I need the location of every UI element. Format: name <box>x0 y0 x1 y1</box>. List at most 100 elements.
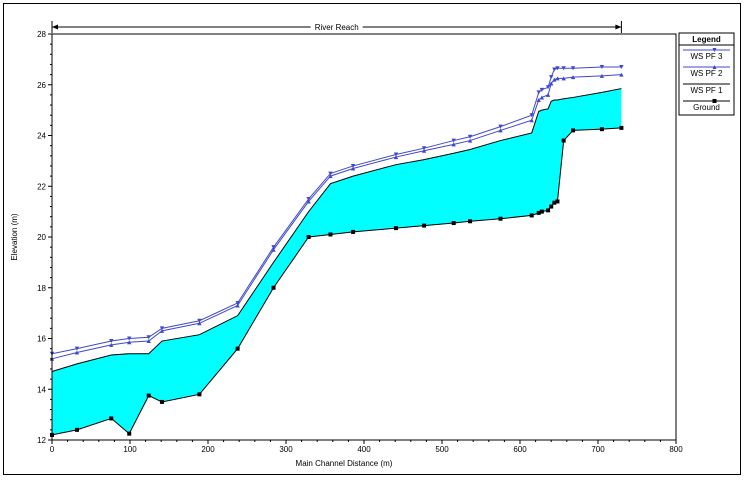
ws-pf2-point <box>393 155 399 160</box>
ws-pf3-line <box>51 66 622 355</box>
x-tick-label: 100 <box>123 445 137 454</box>
ws-pf2-point <box>306 199 311 204</box>
ws-pf2-point <box>328 174 333 179</box>
ws-pf2-point <box>350 166 356 171</box>
ground-point <box>549 204 554 209</box>
ws-pf3-point <box>529 113 534 118</box>
ws-pf2-point <box>451 142 456 147</box>
ws-pf3-point <box>146 335 151 340</box>
ws-pf3-point <box>421 146 427 151</box>
ws-pf2-point <box>549 81 554 86</box>
ground-point <box>599 127 604 132</box>
x-tick-label: 0 <box>50 445 55 454</box>
ws-pf2-point <box>552 77 557 82</box>
y-tick-label: 20 <box>37 233 46 242</box>
ground-point <box>393 226 398 231</box>
ground-point <box>351 229 356 234</box>
ws-pf3-point <box>350 163 356 168</box>
ws-pf3-point <box>498 124 503 129</box>
ground-point <box>571 128 576 133</box>
ws-pf2-point <box>570 75 576 80</box>
y-tick-label: 28 <box>37 30 46 39</box>
ground-point <box>109 416 114 421</box>
y-tick-label: 16 <box>37 335 46 344</box>
ws-pf3-point <box>555 66 560 71</box>
ground-point <box>197 392 202 397</box>
ws-pf3-point <box>545 85 551 90</box>
ws-pf2-point <box>235 303 240 308</box>
ws-pf3-point <box>127 336 132 341</box>
ws-pf2-point <box>536 97 541 102</box>
ws-pf3-point <box>467 134 473 139</box>
y-tick-label: 14 <box>37 385 46 394</box>
y-tick-label: 18 <box>37 284 46 293</box>
x-tick-label: 300 <box>279 445 293 454</box>
ground-point <box>451 221 456 226</box>
ground-point <box>539 209 544 214</box>
ws-pf3-point <box>74 346 80 351</box>
ws-pf3-point <box>328 171 333 176</box>
ground-point <box>422 223 427 228</box>
ws-pf3-point <box>109 339 114 344</box>
ws-pf1-line <box>51 88 622 372</box>
legend-marker <box>712 65 717 69</box>
ground-point <box>561 138 566 143</box>
ground-point <box>146 393 151 398</box>
y-tick-label: 12 <box>37 436 46 445</box>
ws-pf2-point <box>109 342 114 347</box>
ws-pf3-point <box>599 64 605 69</box>
x-tick-label: 600 <box>513 445 527 454</box>
plot-area <box>49 64 624 437</box>
ground-point <box>306 235 311 239</box>
ground-point <box>271 285 276 290</box>
legend-marker <box>712 48 717 52</box>
ws-pf2-point <box>561 76 566 81</box>
x-tick-label: 800 <box>669 445 683 454</box>
ws-pf2-point <box>498 128 503 133</box>
x-tick-label: 700 <box>591 445 605 454</box>
x-tick-label: 400 <box>357 445 371 454</box>
ground-point <box>529 213 534 218</box>
ws-pf3-point <box>549 75 554 80</box>
ws-pf3-point <box>570 66 576 71</box>
ws-pf2-point <box>529 118 534 123</box>
y-tick-label: 22 <box>37 182 46 191</box>
legend-entry-label: WS PF 2 <box>690 69 723 78</box>
ws-pf3-point <box>539 87 545 92</box>
y-tick-label: 26 <box>37 81 46 90</box>
ws-pf2-point <box>271 247 276 252</box>
ws-pf2-line <box>51 74 622 360</box>
ws-pf2-point <box>467 138 473 143</box>
ws-pf2-point <box>197 321 202 326</box>
y-axis-title: Elevation (m) <box>10 213 19 260</box>
legend-title: Legend <box>692 35 721 44</box>
ground-point <box>536 210 541 215</box>
x-axis-title: Main Channel Distance (m) <box>296 459 393 468</box>
ground-point <box>235 346 240 351</box>
ground-point <box>498 216 503 221</box>
legend-entry-label: WS PF 1 <box>690 86 723 95</box>
legend-marker <box>712 99 717 103</box>
ground-point <box>546 208 551 213</box>
ws-pf3-point <box>536 90 541 95</box>
ws-pf2-point <box>159 328 165 333</box>
ws-pf2-point <box>127 340 132 345</box>
ws-pf3-point <box>271 245 276 250</box>
axes: 0 100 200 300 400 500 600 700 800 12 14 16 18 20 22 24 2… <box>37 30 683 454</box>
ground-point <box>127 431 132 436</box>
ws-pf2-point <box>539 95 545 100</box>
ground-point <box>619 125 624 130</box>
x-tick-label: 200 <box>201 445 215 454</box>
ground-point <box>74 427 79 432</box>
ws-pf2-point <box>146 339 151 344</box>
ws-pf3-point <box>159 326 165 331</box>
ground-point <box>555 199 560 204</box>
reach-arrow-right <box>615 24 622 30</box>
legend-entry-label: Ground <box>693 103 720 112</box>
ground-point <box>552 200 557 205</box>
ws-pf3-point <box>619 64 624 69</box>
ground-point <box>468 219 473 224</box>
legend: Legend WS PF 3 WS PF 2 WS PF 1 Ground <box>678 32 735 116</box>
reach-arrow-left <box>52 24 58 30</box>
